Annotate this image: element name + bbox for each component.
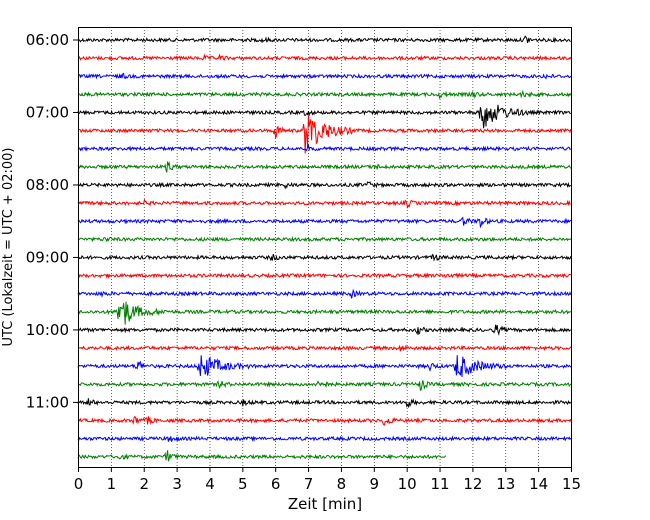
y-tick-label: 07:00 (26, 103, 69, 121)
trace-line (77, 181, 571, 190)
y-axis: 06:00 07:00 08:00 09:00 10:00 11:00 (26, 31, 78, 411)
trace-line (77, 380, 572, 392)
trace-line (77, 115, 572, 154)
trace-line (77, 324, 571, 336)
trace-line (78, 72, 572, 80)
x-tick-label: 2 (139, 475, 149, 493)
x-tick-label: 6 (271, 475, 281, 493)
trace-line (77, 450, 447, 462)
trace-line (77, 415, 572, 426)
trace-line (77, 216, 572, 229)
x-axis-label: Zeit [min] (288, 495, 362, 513)
x-tick-label: 8 (337, 475, 347, 493)
x-tick-label: 15 (562, 475, 581, 493)
trace-line (77, 398, 572, 409)
y-tick-label: 08:00 (26, 176, 69, 194)
trace-line (77, 35, 571, 44)
trace-line (77, 435, 572, 443)
trace-line (77, 104, 571, 129)
trace-line (77, 355, 572, 378)
x-tick-label: 11 (430, 475, 449, 493)
x-tick-label: 1 (107, 475, 117, 493)
x-tick-label: 5 (238, 475, 248, 493)
x-tick-label: 4 (205, 475, 215, 493)
y-tick-label: 06:00 (26, 31, 69, 49)
x-tick-label: 0 (74, 475, 84, 493)
x-tick-label: 9 (370, 475, 380, 493)
trace-line (77, 198, 571, 209)
trace-line (77, 235, 572, 243)
x-tick-label: 10 (398, 475, 417, 493)
trace-line (77, 272, 572, 279)
x-tick-label: 13 (496, 475, 515, 493)
trace-line (77, 53, 572, 62)
plot-frame (78, 27, 572, 468)
trace-line (77, 253, 572, 262)
x-tick-label: 7 (304, 475, 314, 493)
trace-line (77, 143, 572, 152)
seismic-traces (77, 35, 572, 462)
x-axis: 0 1 2 3 4 5 6 7 8 9 10 11 12 13 14 15 (74, 467, 581, 493)
y-tick-label: 11:00 (26, 393, 69, 411)
trace-line (77, 344, 572, 352)
trace-line (77, 288, 572, 299)
trace-line (77, 89, 572, 99)
trace-line (77, 161, 572, 173)
y-tick-label: 10:00 (26, 321, 69, 339)
x-tick-label: 14 (529, 475, 548, 493)
x-tick-label: 3 (172, 475, 182, 493)
grid-lines (111, 27, 539, 467)
y-axis-label: UTC (Lokalzeit = UTC + 02:00) (1, 148, 16, 347)
trace-line (77, 301, 572, 325)
y-tick-label: 09:00 (26, 248, 69, 266)
x-tick-label: 12 (463, 475, 482, 493)
